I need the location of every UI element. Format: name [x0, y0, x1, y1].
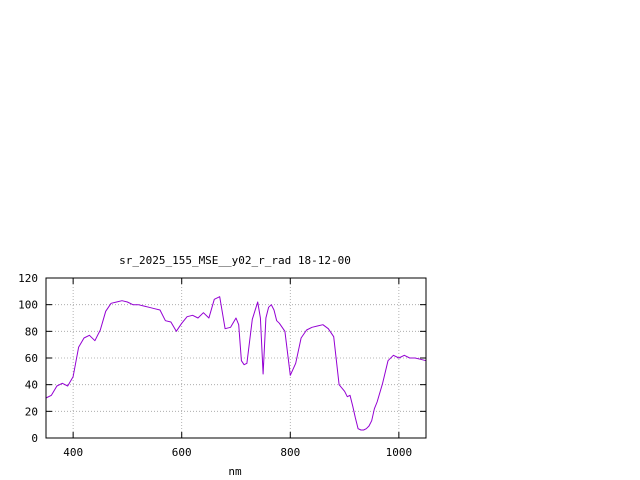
y-tick-label: 80: [25, 325, 38, 338]
y-tick-label: 100: [18, 299, 38, 312]
y-tick-label: 40: [25, 379, 38, 392]
y-tick-label: 20: [25, 405, 38, 418]
tick-labels: 0 20 40 60 80 100 120 400 600 800 1000: [18, 272, 412, 459]
x-tick-label: 800: [280, 446, 300, 459]
chart-title: sr_2025_155_MSE__y02_r_rad 18-12-00: [119, 254, 351, 267]
x-tick-label: 1000: [386, 446, 413, 459]
y-tick-label: 120: [18, 272, 38, 285]
y-tick-label: 60: [25, 352, 38, 365]
y-tick-label: 0: [31, 432, 38, 445]
series-line: [45, 296, 427, 431]
x-axis-label: nm: [228, 465, 242, 478]
plot-frame: [45, 277, 427, 439]
x-tick-label: 600: [172, 446, 192, 459]
x-tick-label: 400: [63, 446, 83, 459]
series-layer: [45, 296, 427, 431]
grid-lines: [46, 278, 426, 438]
